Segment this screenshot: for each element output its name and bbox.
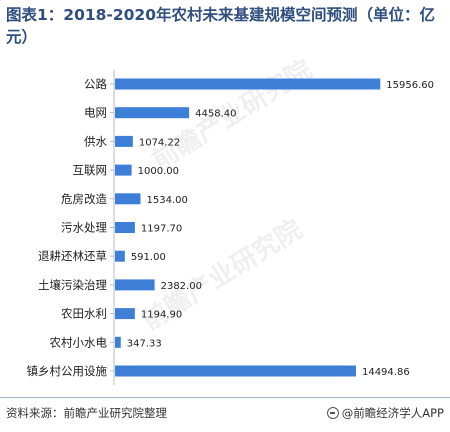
app-logo-icon: [326, 407, 339, 419]
bar: [115, 279, 155, 291]
app-credit-text: @前瞻经济学人APP: [341, 406, 444, 420]
bar: [115, 222, 135, 233]
value-label: 1000.00: [138, 166, 179, 177]
bar: [115, 250, 125, 262]
category-label: 危房改造: [61, 192, 107, 206]
value-label: 1074.22: [139, 137, 180, 148]
category-label: 互联网: [73, 163, 108, 177]
category-label: 污水处理: [61, 221, 107, 235]
bar: [115, 164, 132, 176]
value-label: 1197.70: [141, 224, 182, 235]
value-label: 4458.40: [195, 109, 236, 120]
value-label: 347.33: [127, 338, 162, 349]
app-credit: @前瞻经济学人APP: [326, 405, 444, 421]
category-label: 镇乡村公用设施: [27, 364, 108, 378]
bar: [115, 135, 133, 147]
bar: [115, 336, 121, 348]
source-note: 资料来源：前瞻产业研究院整理: [6, 406, 167, 420]
category-label: 农田水利: [61, 307, 107, 321]
category-label: 公路: [84, 77, 107, 91]
category-label: 农村小水电: [50, 335, 108, 349]
category-label: 电网: [84, 106, 107, 120]
value-label: 14494.86: [362, 367, 410, 378]
value-label: 1534.00: [147, 195, 188, 206]
bar-chart: 公路 15956.60 电网 4458.40 供水 1074.22 互联网 1000.00 危房…: [27, 70, 434, 385]
bar: [115, 365, 356, 377]
chart-title: 图表1：2018-2020年农村未来基建规模空间预测（单位：亿元）: [6, 6, 435, 46]
footer-divider: [0, 397, 450, 398]
category-label: 供水: [84, 134, 107, 148]
category-label: 退耕还林还草: [38, 249, 107, 263]
bar: [115, 78, 381, 90]
value-label: 15956.60: [386, 80, 434, 91]
value-label: 591.00: [131, 252, 166, 263]
bar: [115, 107, 190, 119]
value-label: 1194.90: [141, 310, 182, 321]
category-label: 土壤污染治理: [38, 278, 107, 292]
bar: [115, 193, 141, 205]
bar: [115, 308, 135, 320]
value-label: 2382.00: [161, 281, 202, 292]
